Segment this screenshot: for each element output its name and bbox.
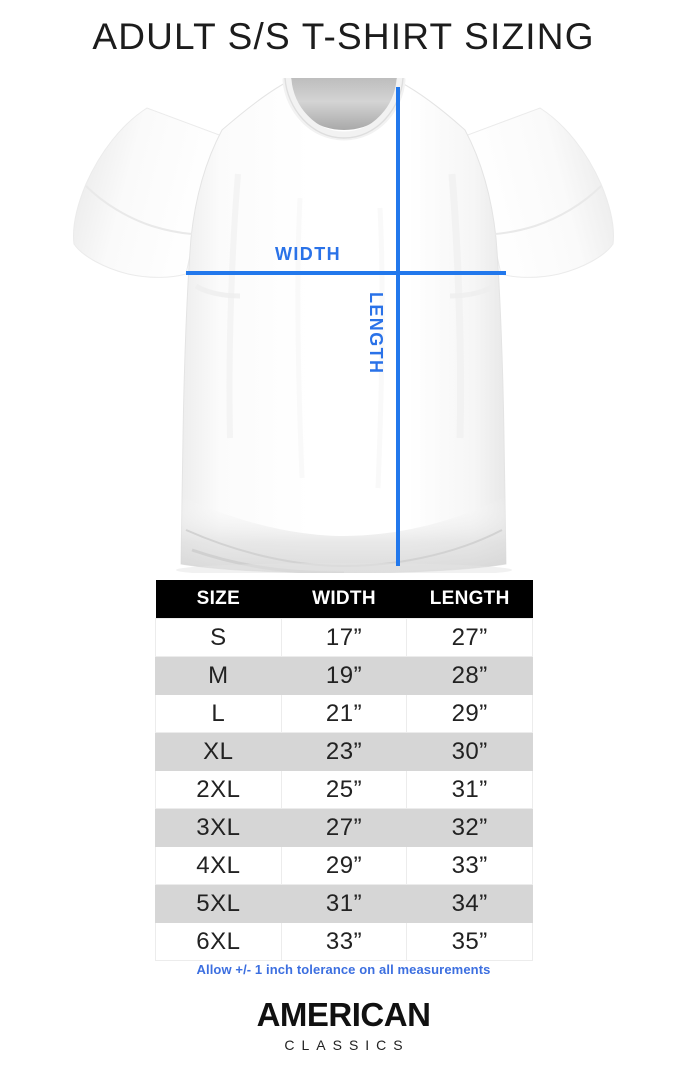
cell-width: 23” <box>280 732 408 771</box>
cell-length: 34” <box>406 884 533 923</box>
cell-width: 31” <box>280 884 408 923</box>
cell-length: 32” <box>406 808 533 847</box>
width-measure-line <box>186 271 506 275</box>
table-row: XL 23” 30” <box>155 732 533 771</box>
cell-size: M <box>155 656 282 695</box>
column-header-size: SIZE <box>155 580 282 619</box>
tolerance-note: Allow +/- 1 inch tolerance on all measur… <box>196 962 491 977</box>
cell-size: 3XL <box>155 808 282 847</box>
cell-length: 33” <box>406 846 533 885</box>
table-row: 5XL 31” 34” <box>155 884 533 923</box>
column-header-width: WIDTH <box>281 580 407 619</box>
cell-size: 4XL <box>155 846 282 885</box>
cell-width: 21” <box>280 694 408 733</box>
table-row: 3XL 27” 32” <box>155 808 533 847</box>
cell-length: 35” <box>406 922 533 961</box>
cell-length: 30” <box>406 732 533 771</box>
table-row: 6XL 33” 35” <box>155 922 533 961</box>
size-chart-table: SIZE WIDTH LENGTH S 17” 27” M 19” 28” L … <box>155 580 533 961</box>
cell-size: 5XL <box>155 884 282 923</box>
cell-width: 25” <box>280 770 408 809</box>
length-label: LENGTH <box>366 292 386 375</box>
cell-length: 28” <box>406 656 533 695</box>
cell-size: XL <box>155 732 282 771</box>
cell-width: 19” <box>280 656 408 695</box>
cell-width: 17” <box>280 618 408 657</box>
cell-length: 29” <box>406 694 533 733</box>
cell-width: 27” <box>280 808 408 847</box>
cell-length: 31” <box>406 770 533 809</box>
cell-width: 33” <box>280 922 408 961</box>
cell-length: 27” <box>406 618 533 657</box>
tshirt-diagram: WIDTH LENGTH <box>0 78 687 573</box>
column-header-length: LENGTH <box>406 580 533 619</box>
cell-size: S <box>155 618 282 657</box>
table-header-row: SIZE WIDTH LENGTH <box>155 580 533 619</box>
brand-name: AMERICAN <box>256 996 431 1033</box>
table-row: S 17” 27” <box>155 618 533 657</box>
cell-size: 2XL <box>155 770 282 809</box>
size-chart-body: S 17” 27” M 19” 28” L 21” 29” XL 23” 30”… <box>155 618 533 961</box>
table-row: 4XL 29” 33” <box>155 846 533 885</box>
width-label: WIDTH <box>275 244 341 264</box>
brand-logo: AMERICAN CLASSICS <box>0 996 687 1053</box>
cell-width: 29” <box>280 846 408 885</box>
cell-size: L <box>155 694 282 733</box>
table-row: L 21” 29” <box>155 694 533 733</box>
brand-tagline: CLASSICS <box>284 1036 410 1053</box>
length-measure-line <box>396 87 400 566</box>
page-title: ADULT S/S T-SHIRT SIZING <box>92 16 595 57</box>
tshirt-illustration <box>73 78 614 573</box>
table-row: M 19” 28” <box>155 656 533 695</box>
cell-size: 6XL <box>155 922 282 961</box>
table-row: 2XL 25” 31” <box>155 770 533 809</box>
